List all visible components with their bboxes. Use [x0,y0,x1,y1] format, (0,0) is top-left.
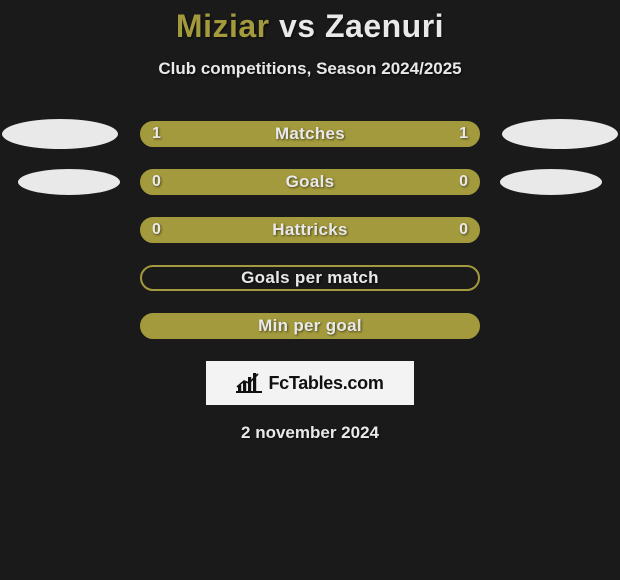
right-player-marker [502,119,618,149]
stat-bar: 0 Goals 0 [140,169,480,195]
stat-row: Goals per match [0,265,620,291]
stat-bar: Goals per match [140,265,480,291]
stat-bar: 0 Hattricks 0 [140,217,480,243]
stat-label: Goals per match [241,268,379,288]
page-title: Miziar vs Zaenuri [176,8,444,45]
left-player-marker [2,119,118,149]
stat-row: Min per goal [0,313,620,339]
player1-name: Miziar [176,8,270,44]
attribution-text: FcTables.com [268,373,383,394]
left-player-marker [18,169,120,195]
stat-row: 0 Hattricks 0 [0,217,620,243]
stat-rows: 1 Matches 1 0 Goals 0 0 Hattricks 0 Goals per mat… [0,121,620,339]
player2-name: Zaenuri [325,8,444,44]
stat-row: 1 Matches 1 [0,121,620,147]
infographic-container: Miziar vs Zaenuri Club competitions, Sea… [0,0,620,580]
subtitle: Club competitions, Season 2024/2025 [158,59,461,79]
stat-bar: 1 Matches 1 [140,121,480,147]
title-separator: vs [279,8,316,44]
stat-left-value: 0 [152,221,161,239]
stat-right-value: 1 [459,125,468,143]
stat-label: Hattricks [272,220,347,240]
stat-right-value: 0 [459,221,468,239]
right-player-marker [500,169,602,195]
stat-bar: Min per goal [140,313,480,339]
stat-label: Goals [286,172,335,192]
stat-row: 0 Goals 0 [0,169,620,195]
attribution-badge: FcTables.com [206,361,414,405]
chart-icon [236,373,262,393]
stat-label: Matches [275,124,345,144]
stat-label: Min per goal [258,316,362,336]
stat-left-value: 0 [152,173,161,191]
stat-left-value: 1 [152,125,161,143]
stat-right-value: 0 [459,173,468,191]
date-label: 2 november 2024 [241,423,379,443]
